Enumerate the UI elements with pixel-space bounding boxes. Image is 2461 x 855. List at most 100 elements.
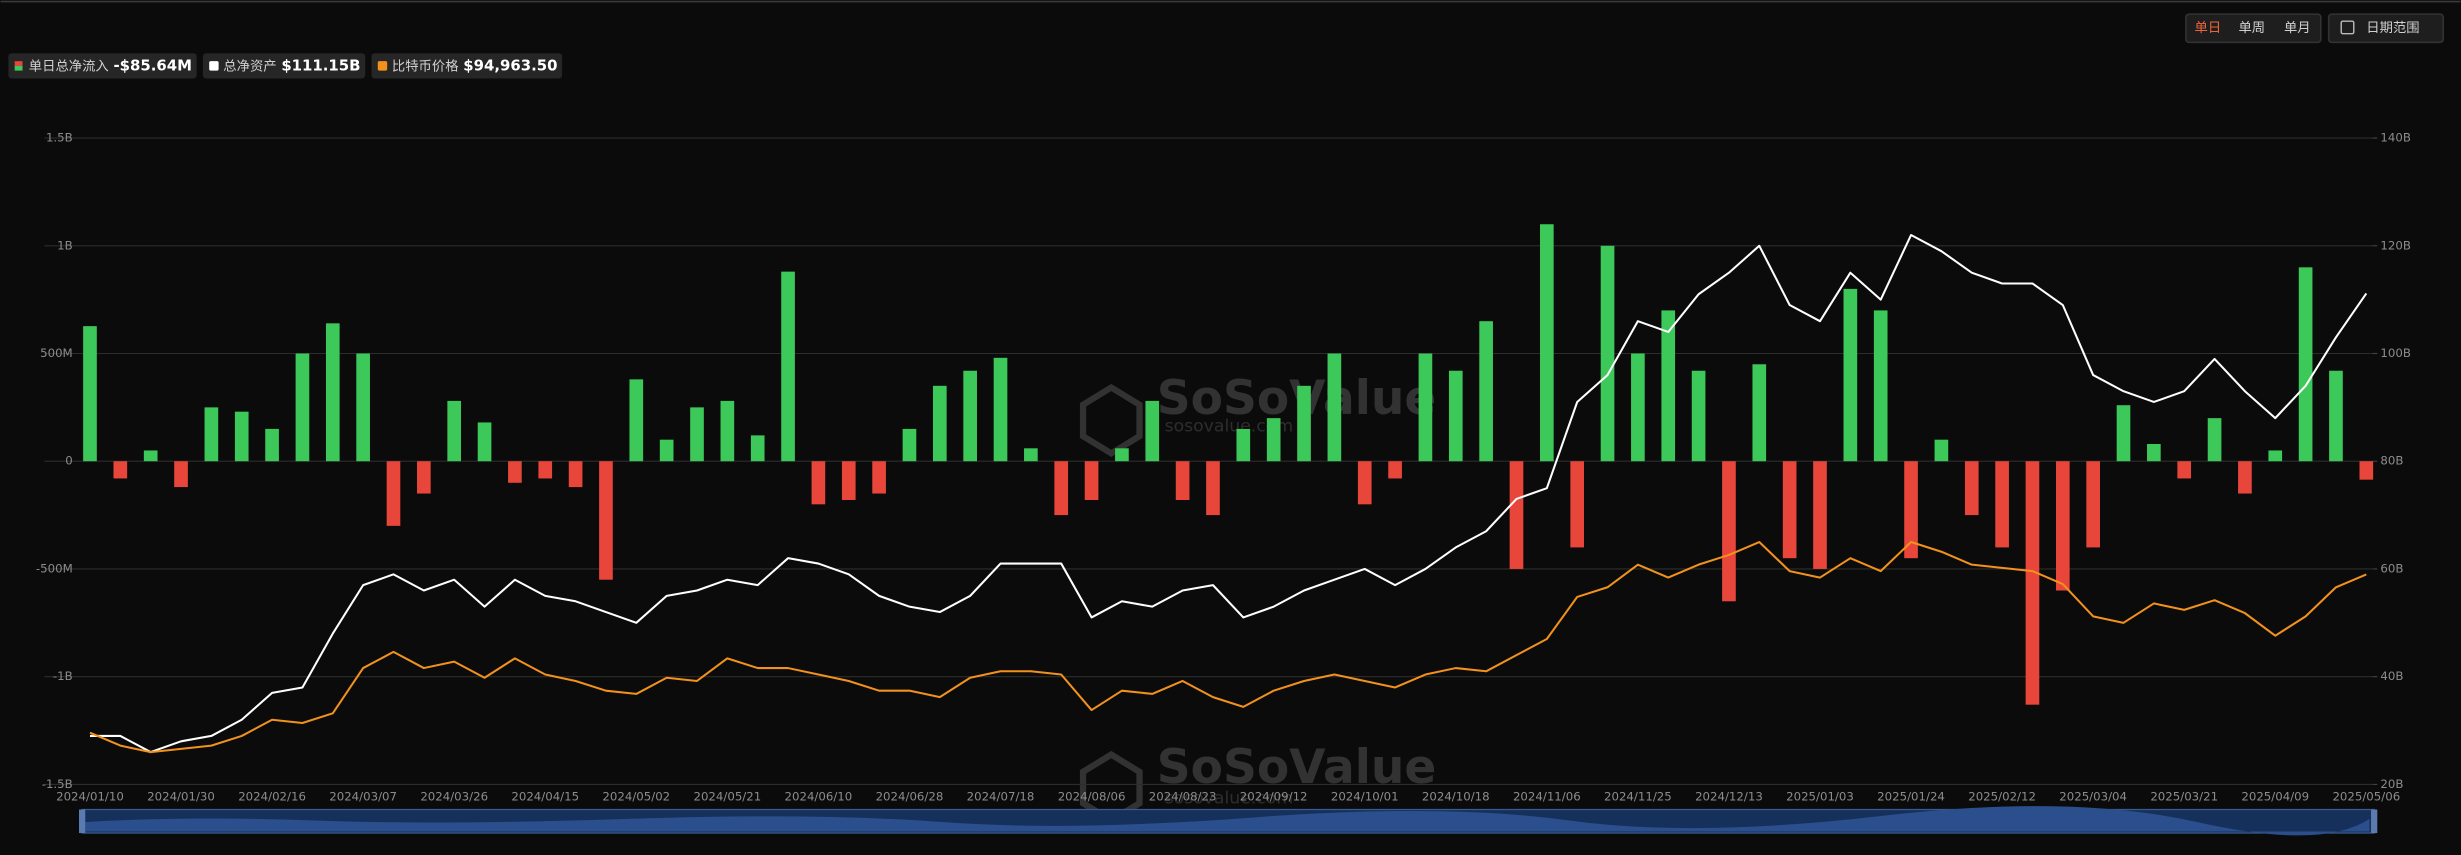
y-tick-label: 1.5B — [46, 131, 73, 145]
bar — [2329, 370, 2343, 462]
legend: 单日总净流入 -$85.64M 总净资产 $111.15B 比特币价格 $94,963.5… — [8, 53, 563, 79]
x-tick-label: 2025/02/12 — [1968, 789, 2036, 803]
bar — [113, 461, 128, 479]
bar — [386, 461, 401, 526]
x-tick-label: 2024/06/28 — [876, 789, 944, 803]
x-tick-label: 2024/02/16 — [238, 789, 306, 803]
bar — [2025, 461, 2040, 705]
y2-tick-label: 100B — [2380, 346, 2411, 360]
bar — [599, 461, 613, 580]
period-button[interactable]: 单周 — [2238, 20, 2265, 36]
bar — [356, 353, 370, 462]
x-tick-label: 2025/03/21 — [2150, 789, 2218, 803]
y2-tick-label: 140B — [2380, 131, 2411, 145]
calendar-icon — [2340, 20, 2355, 35]
period-button[interactable]: 单日 — [2195, 20, 2222, 36]
bar — [690, 407, 704, 462]
legend-swatch — [14, 61, 23, 66]
navigator-handle[interactable] — [2371, 809, 2378, 834]
y2-tick-label: 120B — [2380, 238, 2411, 252]
legend-label: 总净资产 — [223, 59, 276, 75]
bar — [1782, 461, 1797, 559]
bar — [629, 379, 644, 462]
bar — [841, 461, 856, 501]
line — [89, 541, 2367, 754]
x-tick-label: 2025/03/04 — [2059, 789, 2127, 803]
watermark-logo — [1079, 383, 1143, 458]
bar — [2177, 461, 2192, 479]
x-tick-label: 2024/03/26 — [420, 789, 488, 803]
x-tick-label: 2025/01/03 — [1786, 789, 1854, 803]
legend-value: $111.15B — [281, 57, 360, 75]
x-tick-label: 2024/04/15 — [511, 789, 579, 803]
bar — [174, 461, 188, 488]
legend-item[interactable]: 单日总净流入 -$85.64M — [8, 53, 197, 79]
bar — [2298, 267, 2313, 462]
y-tick-label: 1B — [57, 238, 73, 252]
x-tick-label: 2025/01/24 — [1877, 789, 1945, 803]
bar — [2359, 461, 2374, 480]
period-button[interactable]: 单月 — [2284, 20, 2311, 36]
bar — [902, 428, 917, 462]
bar — [1509, 461, 1524, 569]
plot-area: -1.5B -1B -500M 0 500M 1B 1.5B 20B 40B 60B 80B 100B… — [36, 131, 2411, 804]
bar — [1115, 448, 1129, 462]
watermark: SoSoValue sosovalue.com SoSoValue sosova… — [1079, 371, 1437, 825]
date-range-label[interactable]: 日期范围 — [2366, 20, 2419, 36]
bar — [1297, 385, 1311, 462]
bar — [2055, 461, 2070, 591]
bar — [1054, 461, 1069, 516]
bar — [1145, 400, 1160, 462]
watermark-text: SoSoValue — [1157, 740, 1437, 795]
bar — [2238, 461, 2252, 494]
legend-background — [371, 53, 563, 79]
x-tick-label: 2024/05/21 — [693, 789, 761, 803]
bar — [325, 323, 340, 462]
date-range-button[interactable] — [2327, 13, 2444, 44]
legend-item[interactable]: 比特币价格 $94,963.50 — [371, 53, 563, 79]
bar — [265, 428, 279, 462]
bar — [963, 370, 977, 462]
legend-swatch — [209, 61, 219, 71]
bar — [1722, 461, 1736, 602]
bar — [1904, 461, 1918, 559]
watermark-logo — [1079, 750, 1143, 825]
bar — [1327, 353, 1342, 462]
bar — [417, 461, 431, 494]
bar — [2147, 443, 2161, 462]
bar — [204, 407, 219, 462]
y2-tick-label: 60B — [2380, 561, 2403, 575]
bar — [1691, 370, 1706, 462]
x-tick-label: 2024/09/12 — [1240, 789, 1308, 803]
legend-label: 比特币价格 — [392, 59, 459, 75]
x-tick-label: 2024/12/13 — [1695, 789, 1763, 803]
y2-tick-label: 20B — [2380, 777, 2403, 791]
bar — [1175, 461, 1190, 501]
bar — [2268, 450, 2283, 462]
bar — [1357, 461, 1372, 505]
x-tick-label: 2025/04/09 — [2241, 789, 2309, 803]
bar — [1206, 461, 1220, 516]
legend-item[interactable]: 总净资产 $111.15B — [202, 53, 366, 79]
legend-value: $94,963.50 — [463, 57, 557, 75]
bar — [1388, 461, 1402, 479]
bar — [1024, 448, 1038, 462]
bar — [1448, 370, 1463, 462]
x-tick-label: 2024/11/25 — [1604, 789, 1672, 803]
bar — [1540, 224, 1554, 462]
bar — [811, 461, 826, 505]
bar — [1600, 245, 1615, 462]
bar — [2086, 461, 2100, 548]
x-tick-label: 2024/11/06 — [1513, 789, 1581, 803]
navigator-handle[interactable] — [78, 809, 86, 834]
bar — [1661, 310, 1676, 462]
x-tick-label: 2024/10/18 — [1422, 789, 1490, 803]
bar — [234, 411, 249, 462]
y2-tick-label: 40B — [2380, 669, 2403, 683]
bar — [1995, 461, 2009, 548]
y-tick-label: 500M — [40, 346, 73, 360]
bar — [1418, 353, 1433, 462]
legend-label: 单日总净流入 — [29, 59, 109, 75]
